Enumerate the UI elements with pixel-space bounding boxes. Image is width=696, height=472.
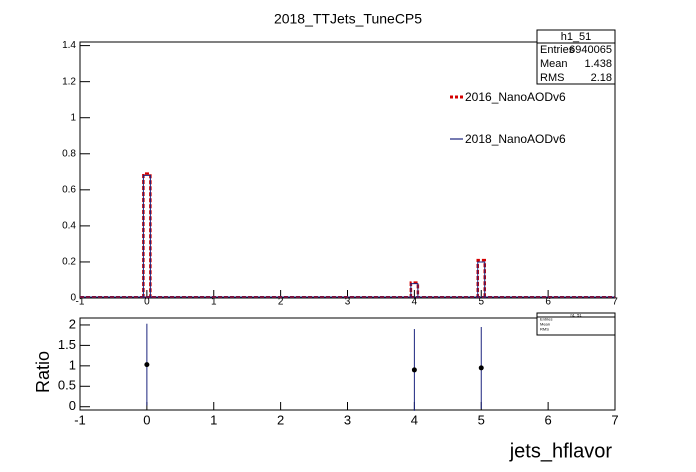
x-tick-label: 3 [345, 297, 351, 308]
y-tick-label: 2 [69, 316, 76, 331]
data-point [478, 365, 484, 371]
y-tick-label: 1 [70, 112, 76, 123]
y-tick-label: 0.4 [62, 221, 76, 232]
stats-label: RMS [540, 327, 549, 332]
stats-value: 6940065 [569, 44, 612, 56]
data-point [144, 362, 150, 368]
stats-title: h1_51 [561, 31, 592, 43]
data-point [411, 367, 417, 373]
x-axis-label: jets_hflavor [509, 440, 613, 462]
y-tick-label: 0 [70, 293, 76, 304]
stats-label: Mean [540, 58, 568, 70]
y-tick-label: 1 [69, 357, 76, 372]
x-tick-label: 5 [478, 412, 485, 427]
y-tick-label: 1.4 [62, 40, 76, 51]
stats-label: RMS [540, 72, 564, 84]
x-tick-label: 6 [545, 297, 551, 308]
y-tick-label: 0.8 [62, 148, 76, 159]
y-tick-label: 0.6 [62, 184, 76, 195]
histogram-bar [410, 283, 419, 298]
x-tick-label: 0 [143, 412, 150, 427]
y-tick-label: 1.2 [62, 76, 76, 87]
x-tick-label: 2 [277, 412, 284, 427]
y-axis-label: Ratio [33, 351, 53, 393]
x-tick-label: 2 [278, 297, 284, 308]
x-tick-label: -1 [74, 412, 86, 427]
stats-label: Mean [540, 322, 550, 327]
stats-value: 2.18 [591, 72, 612, 84]
stats-box [536, 29, 616, 85]
y-tick-label: 0.5 [58, 378, 76, 393]
x-tick-label: 4 [412, 297, 418, 308]
x-tick-label: 1 [211, 297, 217, 308]
stats-label: Entries [540, 44, 575, 56]
x-tick-label: 4 [411, 412, 418, 427]
y-tick-label: 1.5 [58, 337, 76, 352]
histogram-bar [477, 261, 486, 298]
stats-box [536, 312, 616, 336]
histogram-bar [142, 174, 151, 298]
x-tick-label: 1 [210, 412, 217, 427]
y-tick-label: 0.2 [62, 257, 76, 268]
chart-title: 2018_TTJets_TuneCP5 [274, 11, 422, 27]
legend-label: 2018_NanoAODv6 [465, 132, 566, 146]
stats-value: 1.438 [584, 58, 612, 70]
legend-label: 2016_NanoAODv6 [465, 90, 566, 104]
stats-title: h1_51 [570, 313, 582, 318]
x-tick-label: 5 [478, 297, 484, 308]
stats-label: Entries [540, 317, 552, 322]
x-tick-label: 0 [144, 297, 150, 308]
x-tick-label: 7 [612, 297, 618, 308]
x-tick-label: -1 [76, 297, 85, 308]
x-tick-label: 3 [344, 412, 351, 427]
y-tick-label: 0 [69, 398, 76, 413]
x-tick-label: 6 [545, 412, 552, 427]
x-tick-label: 7 [611, 412, 618, 427]
